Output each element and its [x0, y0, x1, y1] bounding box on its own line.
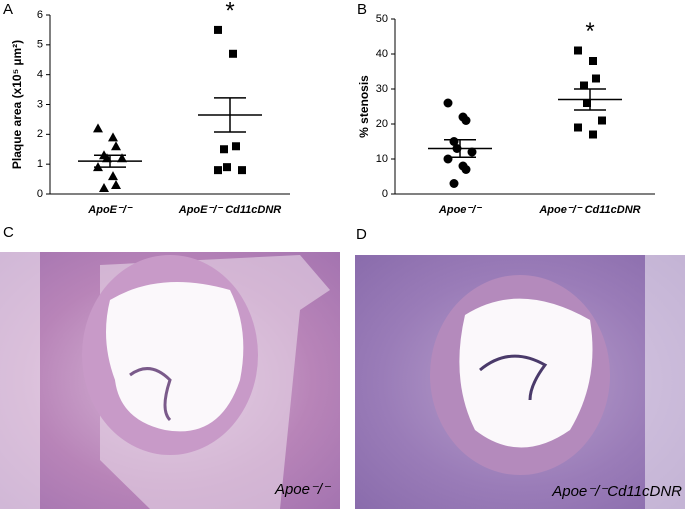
data-point [108, 171, 118, 181]
data-point [214, 166, 222, 175]
y-tick-label: 0 [382, 188, 388, 200]
error-bar [444, 139, 476, 158]
data-point [467, 147, 477, 157]
data-point [99, 183, 109, 193]
data-point [232, 142, 240, 151]
data-point [592, 74, 600, 83]
data-point [117, 153, 127, 163]
y-tick-label: 3 [37, 98, 43, 110]
error-bar [214, 97, 246, 133]
y-tick-label: 5 [37, 39, 43, 51]
data-point [574, 46, 582, 55]
y-axis-label: Plaque area (x10⁵ µm²) [10, 40, 24, 169]
y-tick-label: 4 [37, 69, 43, 81]
y-tick-label: 6 [37, 9, 43, 21]
histology-c [0, 252, 340, 509]
image-label: Apoe⁻/⁻Cd11cDNR [551, 483, 682, 500]
data-point [589, 57, 597, 65]
data-point [580, 81, 588, 90]
panel-label: C [3, 224, 14, 241]
data-point [449, 179, 459, 188]
data-point [574, 123, 582, 132]
data-point [589, 130, 597, 139]
y-tick-label: 2 [37, 128, 43, 140]
significance: * [585, 18, 594, 45]
panel-label: D [356, 226, 367, 243]
data-point [111, 180, 121, 190]
error-bar [94, 154, 126, 168]
data-point [461, 165, 471, 174]
y-axis-label: % stenosis [357, 75, 371, 138]
significance: * [225, 0, 234, 24]
y-tick-label: 30 [376, 83, 388, 95]
data-point [443, 98, 453, 108]
data-point [214, 25, 222, 34]
x-tick-label: ApoE⁻/⁻ [87, 204, 133, 216]
data-point [443, 154, 453, 164]
y-tick-label: 50 [376, 13, 388, 25]
y-tick-label: 10 [376, 153, 388, 165]
image-label: Apoe⁻/⁻ [274, 481, 331, 498]
data-point [220, 145, 228, 154]
data-point [108, 132, 118, 142]
data-point [93, 123, 103, 133]
data-point [238, 166, 246, 175]
y-tick-label: 0 [37, 188, 43, 200]
data-point [223, 163, 231, 172]
data-point [111, 141, 121, 151]
data-point [598, 116, 606, 125]
x-tick-label: Apoe⁻/⁻ Cd11cDNR [538, 204, 640, 216]
panel-label: A [3, 1, 13, 18]
data-point [461, 116, 471, 125]
x-tick-label: ApoE⁻/⁻ Cd11cDNR [178, 204, 282, 216]
error-bar [574, 88, 606, 111]
y-tick-label: 40 [376, 48, 388, 60]
panel-label: B [357, 1, 367, 18]
y-tick-label: 20 [376, 118, 388, 130]
data-point [583, 99, 591, 107]
histology-d [355, 255, 685, 509]
data-point [229, 49, 237, 58]
y-tick-label: 1 [37, 158, 43, 170]
x-tick-label: Apoe⁻/⁻ [438, 204, 482, 216]
